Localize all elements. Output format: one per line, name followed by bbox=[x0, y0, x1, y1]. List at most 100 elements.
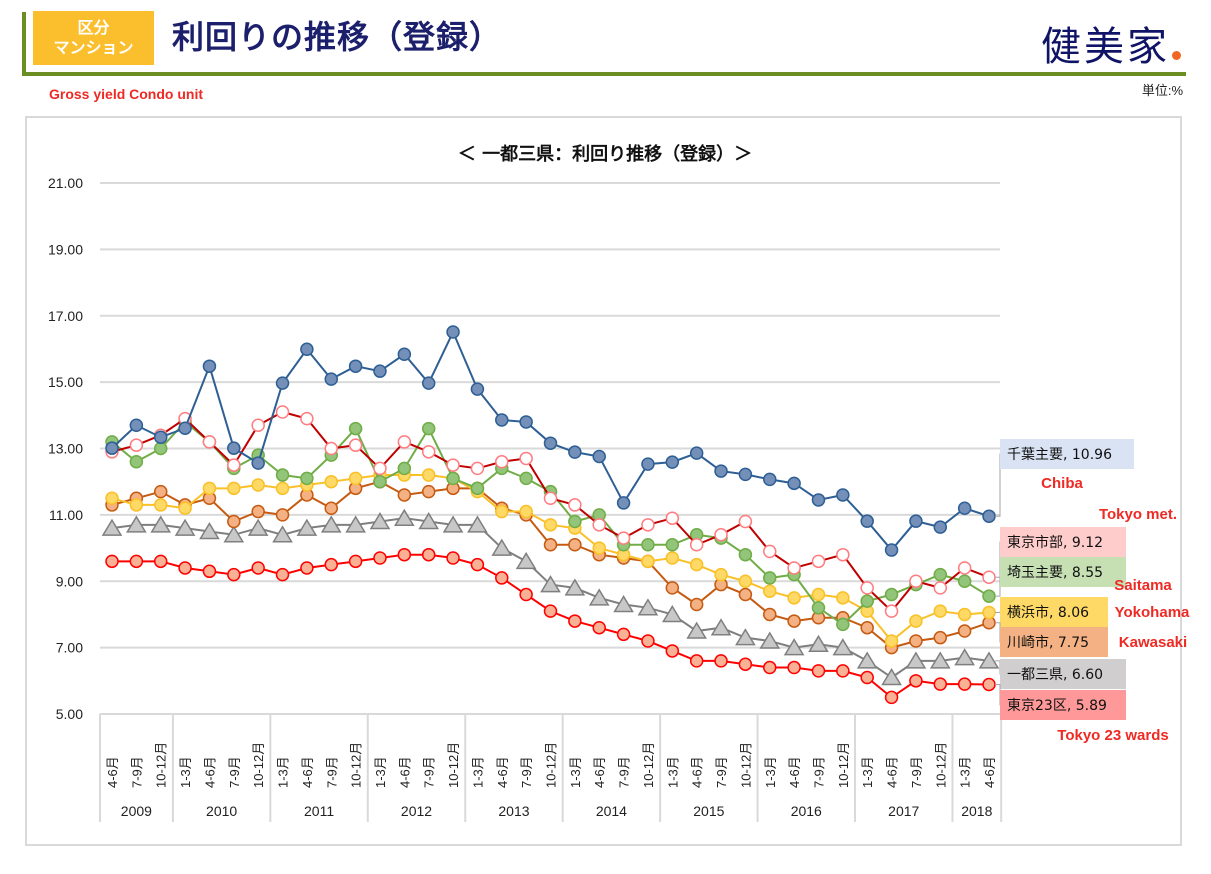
data-point-triangle bbox=[467, 515, 488, 533]
data-point bbox=[811, 601, 826, 615]
data-point bbox=[592, 620, 606, 635]
data-point bbox=[665, 581, 680, 595]
english-series-name: Chiba bbox=[1041, 475, 1083, 492]
data-point bbox=[105, 441, 119, 455]
x-tick-label: 10-12月 bbox=[933, 742, 948, 788]
data-point bbox=[153, 554, 168, 569]
data-point bbox=[957, 561, 972, 575]
data-point bbox=[592, 449, 606, 464]
data-point bbox=[787, 660, 801, 675]
data-label-box bbox=[1000, 597, 1108, 627]
data-point bbox=[811, 587, 826, 602]
x-tick-label: 1-3月 bbox=[665, 756, 680, 788]
data-point bbox=[665, 551, 680, 565]
series-5 bbox=[101, 508, 1000, 686]
data-point bbox=[957, 624, 972, 638]
data-point bbox=[202, 359, 217, 373]
english-series-name: Yokohama bbox=[1115, 604, 1190, 621]
data-point bbox=[738, 574, 753, 588]
english-series-name: Saitama bbox=[1114, 577, 1172, 594]
data-point bbox=[860, 581, 874, 595]
data-point bbox=[665, 511, 680, 525]
data-label-text: 東京23区, 5.89 bbox=[1007, 698, 1107, 714]
data-point-triangle bbox=[905, 651, 927, 669]
data-point bbox=[689, 597, 704, 612]
data-point bbox=[446, 458, 460, 472]
data-point-triangle bbox=[515, 551, 537, 570]
data-point-triangle bbox=[856, 651, 878, 669]
data-point bbox=[568, 614, 582, 628]
data-point bbox=[641, 457, 655, 471]
x-tick-label: 10-12月 bbox=[641, 742, 656, 788]
data-point bbox=[275, 481, 290, 496]
page-title: 利回りの推移（登録） bbox=[172, 18, 503, 56]
data-label-box bbox=[1000, 659, 1126, 689]
logo-dot-icon bbox=[1172, 51, 1181, 60]
data-point bbox=[373, 461, 387, 476]
x-tick-label: 10-12月 bbox=[349, 742, 364, 788]
data-point bbox=[446, 471, 460, 486]
x-tick-label: 7-9月 bbox=[811, 756, 826, 788]
data-point bbox=[787, 614, 801, 628]
data-point bbox=[738, 467, 753, 482]
data-point bbox=[616, 531, 631, 545]
data-point bbox=[836, 664, 850, 678]
data-point-triangle bbox=[101, 518, 123, 536]
data-point bbox=[275, 468, 290, 482]
x-tick-label: 7-9月 bbox=[909, 756, 924, 788]
data-point bbox=[957, 501, 972, 515]
data-point bbox=[811, 664, 826, 678]
data-point bbox=[860, 670, 874, 685]
year-label: 2013 bbox=[498, 803, 529, 819]
data-point bbox=[714, 464, 728, 478]
data-point-triangle bbox=[223, 525, 245, 543]
data-point-triangle bbox=[126, 515, 147, 533]
data-point bbox=[178, 421, 192, 436]
data-point-triangle bbox=[174, 518, 196, 536]
y-tick-label: 17.00 bbox=[48, 308, 83, 324]
header-divider bbox=[22, 72, 1186, 76]
data-point bbox=[275, 405, 290, 419]
y-tick-label: 19.00 bbox=[48, 241, 83, 257]
data-point bbox=[373, 551, 387, 565]
category-tag: 区分 マンション bbox=[33, 11, 154, 65]
data-point bbox=[495, 455, 509, 469]
data-label-text: 川崎市, 7.75 bbox=[1007, 634, 1089, 651]
x-tick-label: 4-6月 bbox=[982, 756, 997, 788]
x-tick-label: 7-9月 bbox=[324, 756, 339, 788]
data-point bbox=[641, 554, 655, 569]
data-point-triangle bbox=[735, 628, 756, 646]
data-point bbox=[129, 438, 144, 452]
data-point-triangle bbox=[661, 604, 683, 623]
data-point bbox=[178, 501, 192, 515]
data-point bbox=[641, 537, 655, 552]
data-point bbox=[543, 537, 558, 552]
data-point bbox=[543, 604, 558, 618]
data-point bbox=[470, 461, 485, 476]
x-tick-label: 4-6月 bbox=[787, 756, 802, 788]
data-point bbox=[470, 382, 485, 396]
unit-label: 単位:% bbox=[1141, 83, 1183, 98]
data-point bbox=[689, 654, 704, 668]
data-label-box bbox=[1000, 690, 1126, 720]
data-point-triangle bbox=[418, 512, 440, 530]
data-point bbox=[202, 564, 217, 579]
data-point bbox=[153, 430, 168, 444]
data-point bbox=[397, 347, 412, 361]
data-point bbox=[616, 496, 631, 510]
data-point bbox=[787, 476, 801, 491]
data-point-triangle bbox=[345, 515, 366, 533]
data-point bbox=[689, 557, 704, 572]
x-tick-label: 10-12月 bbox=[738, 742, 753, 788]
data-point bbox=[202, 435, 217, 449]
data-point bbox=[227, 458, 241, 472]
x-tick-label: 7-9月 bbox=[129, 756, 144, 788]
data-point bbox=[641, 634, 655, 648]
x-tick-label: 4-6月 bbox=[300, 756, 315, 788]
data-point bbox=[275, 567, 290, 582]
data-point bbox=[105, 554, 119, 569]
x-tick-label: 4-6月 bbox=[105, 756, 120, 788]
data-point-triangle bbox=[394, 508, 415, 526]
data-label-text: 東京市部, 9.12 bbox=[1007, 534, 1103, 551]
x-tick-label: 4-6月 bbox=[495, 756, 510, 788]
